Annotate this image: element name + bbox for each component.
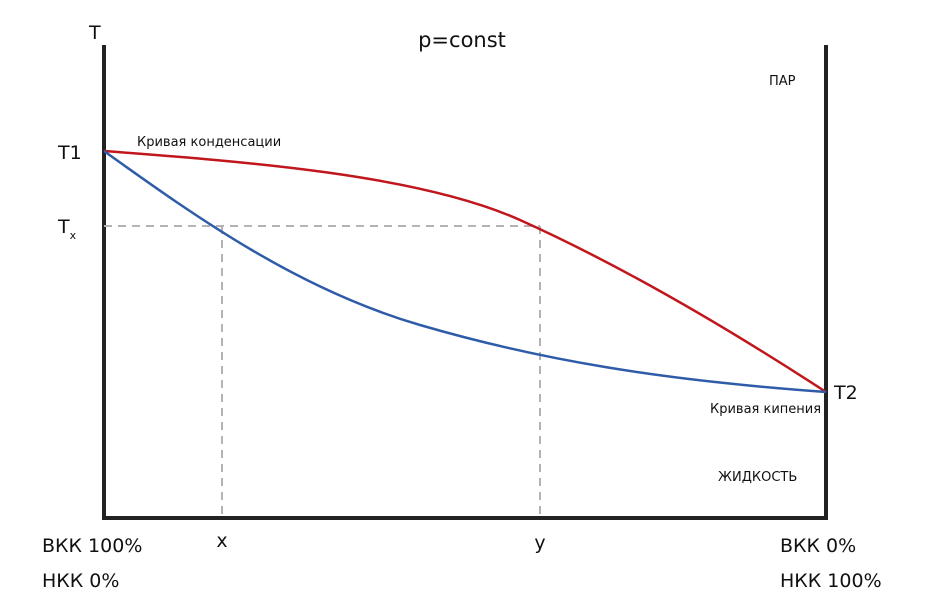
y-axis-label: T (88, 22, 101, 44)
t2-label: T2 (833, 382, 858, 404)
tx-subscript: x (70, 229, 77, 242)
condensation-curve-label: Кривая конденсации (137, 135, 281, 150)
boiling-curve (103, 149, 827, 394)
tx-label: Tx (57, 216, 77, 242)
y-mark-label: y (534, 532, 545, 554)
left-composition-line2: НКК 0% (42, 570, 119, 592)
vapor-region-label: ПАР (769, 74, 796, 89)
boiling-curve-label: Кривая кипения (710, 402, 821, 417)
right-composition-line1: ВКК 0% (780, 535, 856, 557)
left-composition-line1: ВКК 100% (42, 535, 142, 557)
t1-label: T1 (57, 142, 82, 164)
tx-main: T (57, 216, 70, 238)
liquid-region-label: ЖИДКОСТЬ (718, 470, 797, 485)
x-mark-label: x (216, 530, 227, 552)
diagram-title: p=const (418, 28, 506, 52)
condensation-curve (103, 149, 827, 394)
right-composition-line2: НКК 100% (780, 570, 882, 592)
